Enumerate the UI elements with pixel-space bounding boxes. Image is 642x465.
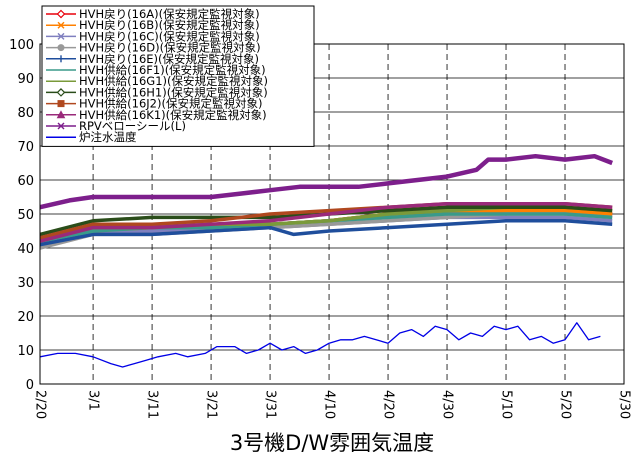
data-series <box>39 153 614 368</box>
legend-label: HVH戻り(16A)(保安規定監視対象) <box>79 7 260 21</box>
legend-label: HVH供給(16F1)(保安規定監視対象) <box>79 63 266 77</box>
legend-marker <box>57 122 65 130</box>
y-axis-labels: 0 10 20 30 40 50 60 70 80 90 100 <box>9 38 34 393</box>
x-tick-label: 3/21 <box>204 390 219 419</box>
legend-marker <box>56 110 66 119</box>
x-tick-label: 3/31 <box>263 390 278 419</box>
plot-area-border <box>39 43 625 385</box>
series-line <box>39 153 614 210</box>
y-tick-label: 60 <box>17 174 34 189</box>
y-tick-label: 40 <box>17 242 34 257</box>
y-tick-label: 70 <box>17 140 34 155</box>
series-line <box>39 202 613 243</box>
legend-label: HVH供給(16H1)(保安規定監視対象) <box>79 85 268 99</box>
legend-label: HVH供給(16G1)(保安規定監視対象) <box>79 74 268 88</box>
legend-marker <box>56 88 66 97</box>
y-tick-label: 80 <box>17 106 34 121</box>
legend-label: 炉注水温度 <box>79 130 137 144</box>
legend-label: HVH供給(16J2)(保安規定監視対象) <box>79 97 262 111</box>
y-tick-label: 20 <box>17 310 34 325</box>
legend: HVH戻り(16A)(保安規定監視対象)HVH戻り(16B)(保安規定監視対象)… <box>41 5 315 147</box>
x-tick-label: 5/20 <box>558 390 573 419</box>
y-tick-label: 0 <box>26 378 34 393</box>
legend-marker <box>57 100 65 108</box>
x-tick-label: 4/20 <box>381 390 396 419</box>
legend-label: HVH戻り(16B)(保安規定監視対象) <box>79 18 260 32</box>
chart-title: 3号機D/W雰囲気温度 <box>230 431 434 455</box>
x-tick-label: 5/10 <box>499 390 514 419</box>
x-tick-label: 5/30 <box>617 390 632 419</box>
series-line <box>39 219 613 247</box>
y-tick-label: 100 <box>9 38 34 53</box>
legend-marker <box>57 21 65 29</box>
y-tick-label: 90 <box>17 72 34 87</box>
x-tick-label: 4/30 <box>440 390 455 419</box>
legend-label: HVH戻り(16D)(保安規定監視対象) <box>79 41 261 55</box>
legend-label: HVH戻り(16E)(保安規定監視対象) <box>79 52 259 66</box>
legend-label: RPVベローシール(L) <box>79 119 186 133</box>
x-tick-label: 3/1 <box>86 390 101 411</box>
legend-label: HVH戻り(16C)(保安規定監視対象) <box>79 29 260 43</box>
legend-marker <box>57 44 65 52</box>
legend-box <box>41 5 315 147</box>
y-tick-label: 10 <box>17 344 34 359</box>
series-line <box>39 322 601 368</box>
y-tick-label: 30 <box>17 276 34 291</box>
y-tick-label: 50 <box>17 208 34 223</box>
x-tick-label: 2/20 <box>33 390 48 419</box>
x-tick-label: 4/10 <box>322 390 337 419</box>
legend-marker <box>57 32 65 40</box>
x-tick-label: 3/11 <box>145 390 160 419</box>
legend-label: HVH供給(16K1)(保安規定監視対象) <box>79 108 267 122</box>
legend-marker <box>56 9 66 19</box>
x-axis-labels: 2/20 3/1 3/11 3/21 3/31 4/10 4/20 4/30 5/10 5/20 5… <box>33 390 632 419</box>
